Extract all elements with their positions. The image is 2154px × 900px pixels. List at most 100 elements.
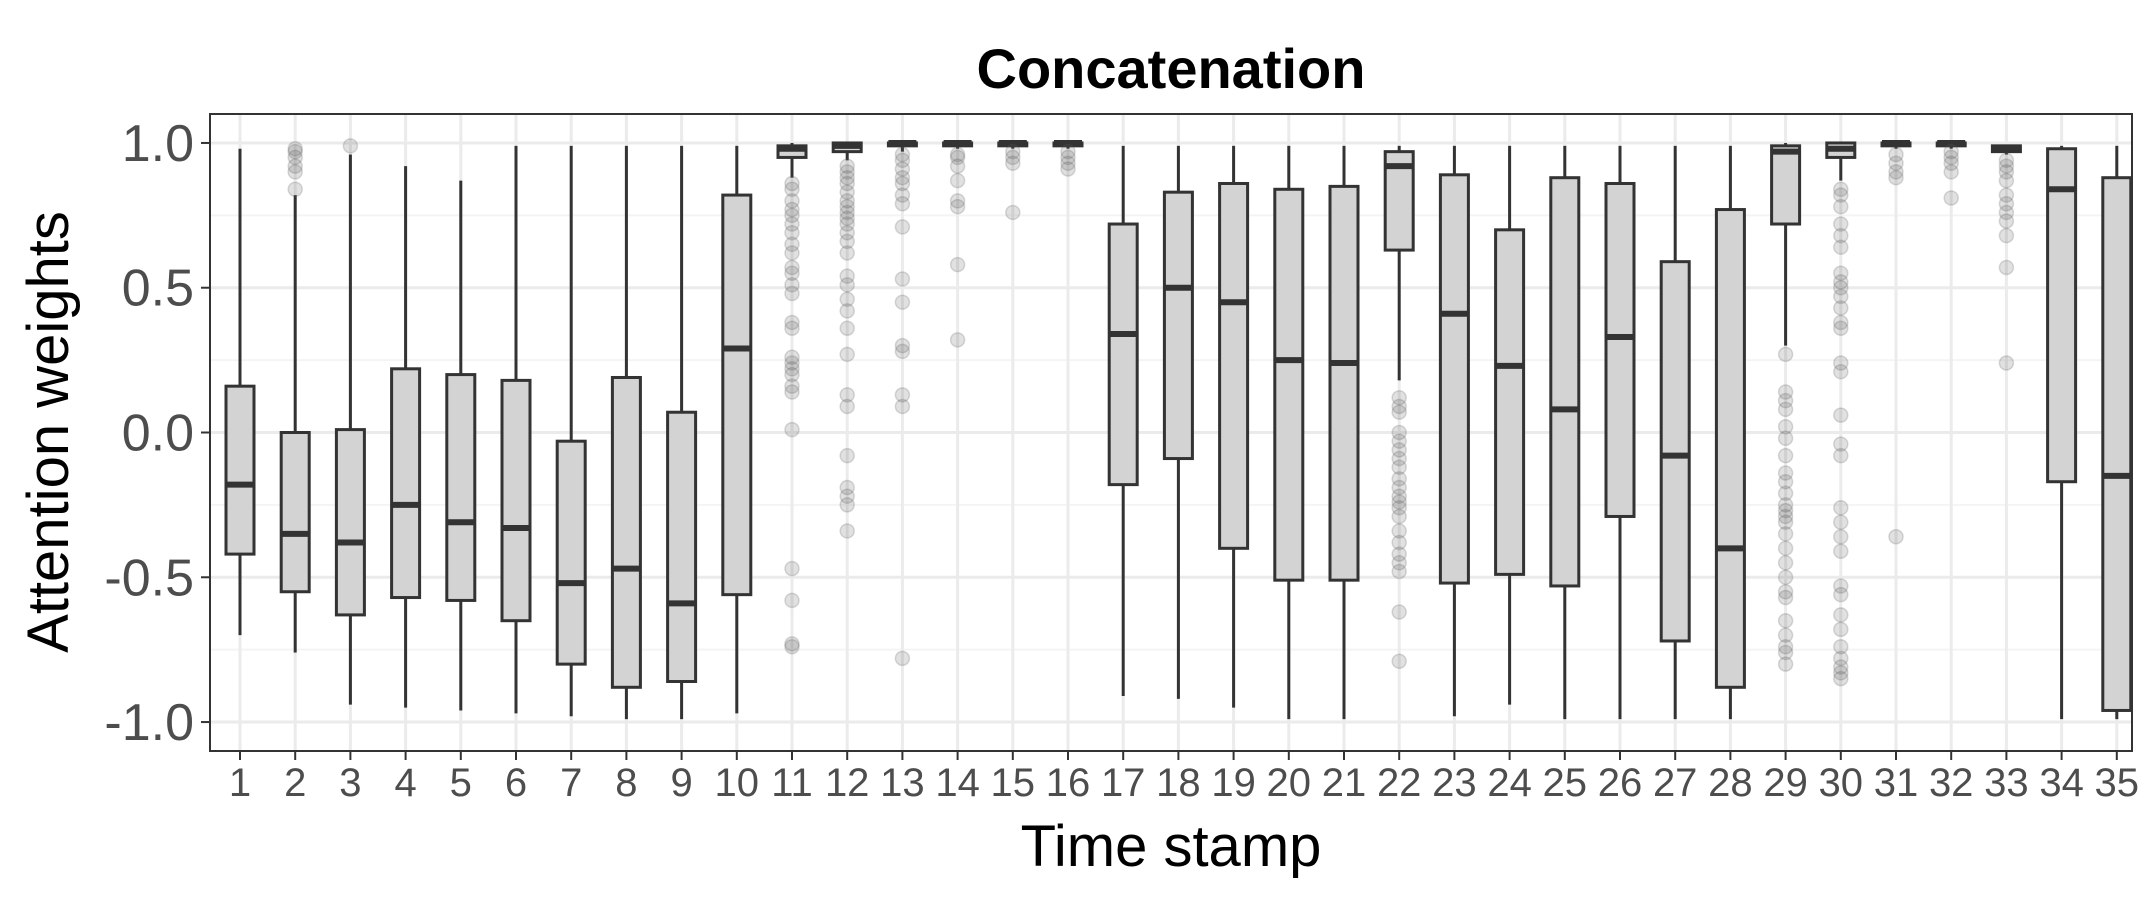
outlier-point [894,152,911,169]
outlier-point [839,233,855,250]
outlier-point [1888,169,1904,186]
box-29 [1770,142,1802,346]
outlier-point [839,387,855,403]
outlier-point [1833,665,1849,681]
outlier-point [949,256,966,273]
box-12 [831,141,863,161]
box-iqr [1107,222,1139,487]
outlier-point [784,349,800,365]
box-6 [500,145,532,714]
outlier-point [1005,155,1021,171]
outlier-point [1998,152,2015,169]
outlier-point [894,146,911,163]
outlier-point [1943,190,1959,206]
box-32 [1935,139,1967,149]
outlier-point [839,216,855,232]
outlier-point [839,193,855,209]
x-tick-label: 23 [1432,761,1477,805]
box-14 [942,139,974,149]
box-1 [224,148,256,636]
box-17 [1107,145,1139,696]
outlier-point [1777,401,1794,418]
chart-title: Concatenation [977,37,1366,100]
outlier-point [784,175,800,192]
x-tick-label: 7 [560,761,582,805]
outlier-point [1998,259,2015,276]
outlier-point [1391,450,1407,467]
outlier-point [1998,355,2015,371]
outlier-point [1777,514,1794,531]
x-tick-label: 2 [284,761,306,805]
box-5 [445,180,477,711]
x-tick-label: 4 [394,761,416,805]
outlier-point [1005,204,1021,221]
x-tick-label: 21 [1322,761,1367,805]
outlier-point [1777,584,1794,600]
outlier-point [1833,355,1849,371]
box-iqr [1604,181,1636,518]
outliers-layer [287,138,2015,687]
outlier-point [839,303,855,319]
outlier-point [287,164,303,180]
box-iqr [721,193,753,597]
outlier-point [1833,407,1849,423]
outlier-point [1943,164,1959,180]
outlier-point [1833,187,1849,203]
x-tick-label: 30 [1819,761,1864,805]
outlier-point [1777,569,1794,586]
outlier-point [839,479,855,496]
box-28 [1714,145,1746,720]
outlier-point [1833,279,1849,296]
outlier-point [949,172,966,189]
box-iqr [1549,176,1581,588]
outlier-point [1777,497,1794,513]
outlier-point [1391,459,1407,475]
box-22 [1383,145,1415,381]
x-tick-label: 29 [1763,761,1808,805]
y-tick-label: -1.0 [104,694,194,752]
outlier-point [839,204,855,221]
outlier-point [784,384,800,400]
outlier-point [1833,274,1849,290]
box-iqr [1162,190,1194,461]
x-tick-label: 33 [1984,761,2029,805]
x-tick-label: 15 [991,761,1036,805]
box-iqr [1494,228,1526,576]
box-27 [1659,145,1691,720]
outlier-point [1833,363,1849,380]
x-tick-label: 28 [1708,761,1753,805]
outlier-point [949,149,966,166]
outlier-point [1833,659,1849,675]
outlier-point [1833,650,1849,667]
x-tick-label: 25 [1543,761,1588,805]
outlier-point [839,488,855,504]
outlier-point [1833,436,1849,452]
outlier-point [1777,555,1794,571]
outlier-point [1391,563,1407,580]
outlier-point [1777,589,1794,606]
outlier-point [1888,528,1904,545]
outlier-point [1060,161,1076,177]
box-25 [1549,145,1581,720]
outlier-point [839,277,855,293]
outlier-point [839,346,855,363]
x-tick-label: 13 [880,761,925,805]
outlier-point [839,447,855,464]
x-axis-title: Time stamp [1021,814,1322,879]
box-21 [1328,145,1360,720]
outlier-point [287,181,303,198]
box-11 [776,142,808,178]
x-tick-label: 26 [1598,761,1643,805]
outlier-point [784,236,800,253]
box-8 [610,145,642,720]
box-2 [279,195,311,653]
outlier-point [784,355,800,371]
outlier-point [1391,488,1407,504]
x-tick-label: 6 [505,761,527,805]
outlier-point [784,636,800,652]
outlier-point [1391,479,1407,496]
box-23 [1438,145,1470,717]
outlier-point [1777,540,1794,557]
